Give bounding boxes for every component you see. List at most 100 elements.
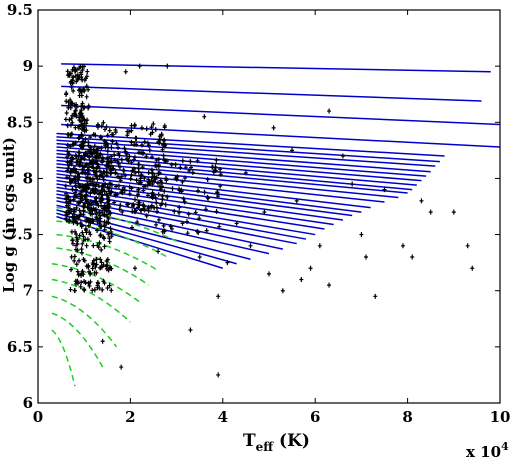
scatter-point	[160, 147, 165, 153]
scatter-point	[122, 188, 127, 194]
scatter-point	[110, 139, 115, 145]
scatter-point	[102, 189, 107, 195]
scatter-point	[81, 87, 86, 93]
scatter-point	[103, 204, 108, 210]
scatter-point	[373, 293, 378, 299]
scatter-point	[70, 67, 75, 73]
scatter-point	[110, 166, 115, 172]
x-tick-label: 6	[310, 408, 320, 426]
scatter-point	[216, 372, 221, 378]
scatter-point	[132, 154, 137, 160]
scatter-point	[195, 158, 200, 164]
scatter-point	[299, 276, 304, 282]
scatter-point	[163, 142, 168, 148]
scatter-point	[97, 220, 102, 226]
scatter-point	[90, 287, 95, 293]
scatter-point	[77, 117, 82, 123]
scatter-point	[71, 206, 76, 212]
scatter-point	[118, 202, 123, 208]
scatter-point	[104, 124, 109, 130]
x-axis-title: Teff (K)	[243, 431, 310, 454]
scatter-point	[102, 244, 107, 250]
scatter-point	[73, 125, 78, 131]
scatter-point	[127, 153, 132, 159]
scatter-point	[141, 206, 146, 212]
scatter-point	[82, 151, 87, 157]
scatter-point	[95, 219, 100, 225]
scatter-point	[290, 147, 295, 153]
scatter-point	[112, 200, 117, 206]
scatter-point	[204, 228, 209, 234]
scatter-point	[182, 199, 187, 205]
scatter-point	[180, 179, 185, 185]
scatter-point	[280, 288, 285, 294]
scatter-point	[149, 193, 154, 199]
blue-track-line	[61, 123, 501, 148]
scatter-point	[94, 166, 99, 172]
scatter-point	[143, 183, 148, 189]
scatter-point	[150, 190, 155, 196]
blue-track-line	[56, 132, 445, 157]
scatter-point	[103, 181, 108, 187]
blue-track-line	[61, 63, 491, 73]
scatter-point	[170, 186, 175, 192]
scatter-point	[101, 234, 106, 240]
scatter-point	[93, 264, 98, 270]
scatter-point	[136, 199, 141, 205]
scatter-point	[106, 231, 111, 237]
scatter-point	[74, 153, 79, 159]
scatter-point	[95, 201, 100, 207]
scatter-point	[81, 204, 86, 210]
scatter-point	[139, 142, 144, 148]
scatter-point	[80, 144, 85, 150]
scatter-point	[124, 155, 129, 161]
scatter-point	[109, 229, 114, 235]
blue-track-line	[56, 136, 440, 163]
scatter-point	[144, 153, 149, 159]
green-track-line	[51, 295, 118, 348]
scatter-point	[81, 271, 86, 277]
scatter-point	[109, 132, 114, 138]
scatter-point	[184, 219, 189, 225]
scatter-point	[112, 157, 117, 163]
scatter-point	[107, 128, 112, 134]
scatter-point	[64, 211, 69, 217]
scatter-point	[68, 122, 73, 128]
x-multiplier-base: x 10	[466, 443, 501, 461]
scatter-point	[124, 201, 129, 207]
scatter-point	[83, 170, 88, 176]
scatter-point	[114, 140, 119, 146]
scatter-point	[114, 184, 119, 190]
scatter-point	[116, 183, 121, 189]
scatter-point	[108, 225, 113, 231]
blue-track-line	[61, 85, 482, 102]
x-tick-label: 4	[218, 408, 228, 426]
scatter-point	[70, 186, 75, 192]
scatter-point	[153, 162, 158, 168]
scatter-point	[216, 193, 221, 199]
scatter-point	[156, 217, 161, 223]
scatter-point	[180, 158, 185, 164]
scatter-point	[150, 154, 155, 160]
scatter-point	[109, 170, 114, 176]
scatter-point	[69, 179, 74, 185]
scatter-point	[271, 125, 276, 131]
blue-track-line	[56, 159, 408, 194]
scatter-point	[149, 204, 154, 210]
scatter-point	[86, 87, 91, 93]
scatter-point	[99, 135, 104, 141]
scatter-point	[147, 179, 152, 185]
scatter-point	[146, 208, 151, 214]
scatter-point	[180, 220, 185, 226]
scatter-point	[65, 193, 70, 199]
scatter-point	[123, 173, 128, 179]
scatter-point	[106, 186, 111, 192]
scatter-point	[151, 121, 156, 127]
scatter-point	[67, 175, 72, 181]
scatter-point	[84, 94, 89, 100]
scatter-point	[134, 135, 139, 141]
scatter-point	[161, 153, 166, 159]
scatter-point	[81, 138, 86, 144]
scatter-point	[189, 164, 194, 170]
scatter-point	[83, 226, 88, 232]
